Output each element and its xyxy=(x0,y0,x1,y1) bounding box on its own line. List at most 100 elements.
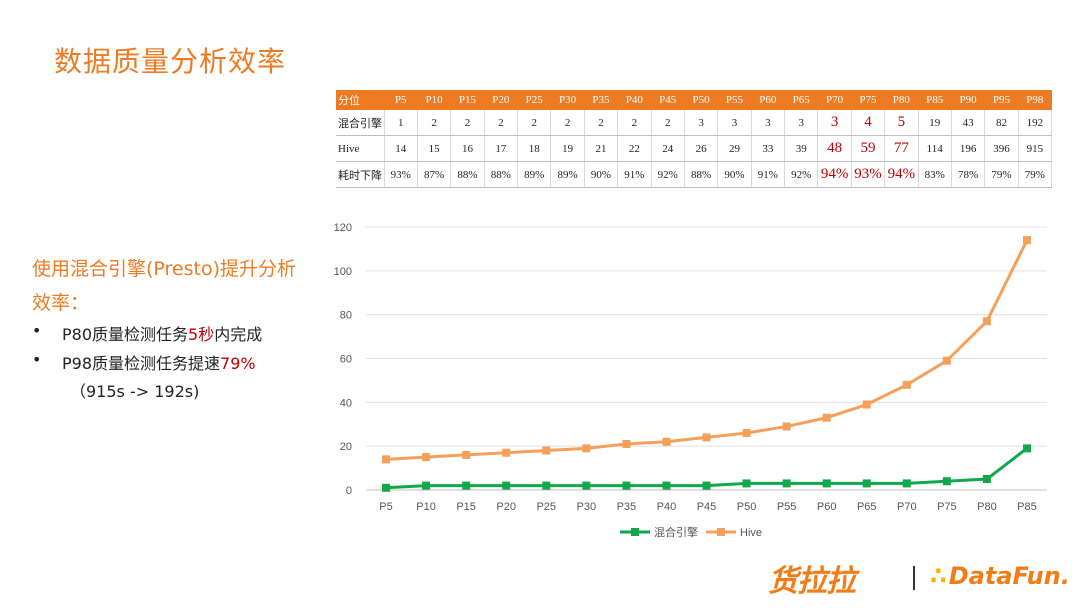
data-point xyxy=(582,481,591,490)
table-header-cell: P80 xyxy=(884,90,918,110)
x-tick-label: P55 xyxy=(777,501,797,513)
table-header-cell: P75 xyxy=(851,90,885,110)
page-title: 数据质量分析效率 xyxy=(54,45,287,78)
x-tick-label: P70 xyxy=(897,501,917,513)
table-cell: 39 xyxy=(784,135,819,162)
table-cell: 78% xyxy=(951,161,986,188)
table-cell: 3 xyxy=(784,110,819,136)
table-header-cell: P40 xyxy=(617,90,651,110)
table-cell: 83% xyxy=(918,161,952,188)
table-header-cell: P98 xyxy=(1018,90,1052,110)
table-header-cell: P65 xyxy=(784,90,818,110)
legend-marker xyxy=(717,528,725,536)
table-cell: 21 xyxy=(584,135,619,162)
table-row: 混合引擎 1 2 2 2 2 2 2 2 2 3 3 3 3 3 4 5 19 43 82 192 xyxy=(336,110,1053,136)
y-tick-label: 0 xyxy=(346,485,352,497)
data-point xyxy=(902,380,911,389)
bullet-subtext: （915s -> 192s) xyxy=(70,382,200,401)
table-cell: 2 xyxy=(651,110,685,136)
table-cell: 93% xyxy=(384,161,418,188)
table-cell: 59 xyxy=(851,135,886,162)
data-point xyxy=(822,413,831,422)
table-cell: 88% xyxy=(684,161,719,188)
table-cell: 89% xyxy=(517,161,552,188)
data-point xyxy=(862,479,871,488)
table-cell: 1 xyxy=(384,110,418,136)
table-cell: 91% xyxy=(617,161,652,188)
huolala-logo: 货拉拉 xyxy=(768,564,856,599)
table-cell: 15 xyxy=(417,135,452,162)
table-header-cell: P50 xyxy=(684,90,718,110)
table-cell: 14 xyxy=(384,135,418,162)
row-label: Hive xyxy=(336,135,385,162)
table-header-cell: P90 xyxy=(951,90,985,110)
data-point xyxy=(902,479,911,488)
table-cell: 19 xyxy=(550,135,585,162)
table-cell: 196 xyxy=(951,135,986,162)
data-point xyxy=(1022,444,1031,453)
table-cell: 90% xyxy=(717,161,752,188)
table-header-cell: P20 xyxy=(484,90,518,110)
data-point xyxy=(982,475,991,484)
emphasis-text: 5秒 xyxy=(188,325,215,344)
table-cell: 396 xyxy=(984,135,1019,162)
x-tick-label: P85 xyxy=(1017,501,1037,513)
table-cell: 192 xyxy=(1018,110,1053,136)
data-point xyxy=(1022,236,1031,245)
table-cell: 3 xyxy=(684,110,719,136)
table-cell: 94% xyxy=(817,161,852,188)
data-point xyxy=(782,422,791,431)
emphasis-text: 79% xyxy=(220,354,256,373)
table-cell: 3 xyxy=(751,110,786,136)
table-cell: 2 xyxy=(550,110,585,136)
table-cell: 29 xyxy=(717,135,752,162)
table-cell: 2 xyxy=(450,110,485,136)
legend-label: Hive xyxy=(740,527,762,539)
data-point xyxy=(702,433,711,442)
x-tick-label: P65 xyxy=(857,501,877,513)
bullet-text: P80质量检测任务5秒内完成 xyxy=(62,325,263,344)
data-point xyxy=(822,479,831,488)
table-cell: 18 xyxy=(517,135,552,162)
data-point xyxy=(622,481,631,490)
table-cell: 24 xyxy=(651,135,685,162)
table-header-cell: P25 xyxy=(517,90,551,110)
bullet-dot: • xyxy=(32,350,42,369)
table-cell: 92% xyxy=(784,161,819,188)
table-cell: 2 xyxy=(584,110,619,136)
table-cell: 91% xyxy=(751,161,786,188)
percentile-table: 分位 P5 P10 P15 P20 P25 P30 P35 P40 P45 P50 P55 P60 P65… xyxy=(336,90,1053,188)
table-cell: 4 xyxy=(851,110,886,136)
data-point xyxy=(742,479,751,488)
x-tick-label: P20 xyxy=(496,501,516,513)
table-cell: 92% xyxy=(651,161,685,188)
data-point xyxy=(942,477,951,486)
table-cell: 94% xyxy=(884,161,919,188)
table-cell: 2 xyxy=(484,110,519,136)
bullet-text: P98质量检测任务提速79% xyxy=(62,354,256,373)
x-tick-label: P40 xyxy=(657,501,677,513)
data-point xyxy=(462,450,471,459)
y-tick-label: 120 xyxy=(334,222,352,234)
table-header-cell: P35 xyxy=(584,90,618,110)
data-point xyxy=(382,455,391,464)
table-cell: 915 xyxy=(1018,135,1053,162)
table-cell: 17 xyxy=(484,135,519,162)
data-point xyxy=(382,483,391,492)
row-label: 混合引擎 xyxy=(336,110,385,136)
x-tick-label: P15 xyxy=(456,501,476,513)
data-point xyxy=(662,437,671,446)
summary-heading: 使用混合引擎(Presto)提升分析效率： xyxy=(32,258,297,314)
table-cell: 2 xyxy=(417,110,452,136)
data-point xyxy=(622,439,631,448)
table-cell: 33 xyxy=(751,135,786,162)
table-cell: 77 xyxy=(884,135,919,162)
table-cell: 2 xyxy=(517,110,552,136)
x-tick-label: P45 xyxy=(697,501,717,513)
legend-label: 混合引擎 xyxy=(654,525,698,539)
table-header-cell: P5 xyxy=(384,90,418,110)
table-cell: 16 xyxy=(450,135,485,162)
data-point xyxy=(742,429,751,438)
table-cell: 2 xyxy=(617,110,652,136)
data-point xyxy=(422,453,431,462)
